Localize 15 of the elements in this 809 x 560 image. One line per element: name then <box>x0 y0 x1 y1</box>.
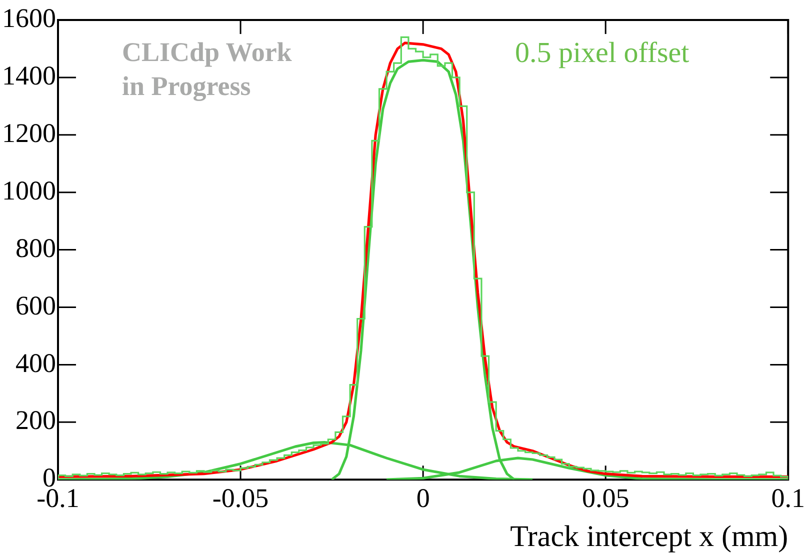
y-tick-label: 600 <box>16 290 56 320</box>
x-tick-label: 0.05 <box>582 482 630 513</box>
annotation: CLICdp Work in Progress <box>122 36 293 103</box>
x-tick-label: 0 <box>416 482 430 513</box>
y-tick-label: 1200 <box>2 118 56 148</box>
y-tick-label: 1000 <box>2 175 56 206</box>
y-tick-label: 1400 <box>2 60 56 91</box>
annotation: 0.5 pixel offset <box>515 36 690 71</box>
y-tick-label: 800 <box>16 232 56 263</box>
y-tick-label: 200 <box>16 405 56 436</box>
x-tick-label: 0.1 <box>771 482 805 513</box>
x-tick-label: -0.05 <box>212 482 269 513</box>
y-tick-label: 400 <box>16 348 56 378</box>
y-tick-label: 1600 <box>2 3 56 34</box>
x-axis-title: Track intercept x (mm) <box>510 520 788 553</box>
